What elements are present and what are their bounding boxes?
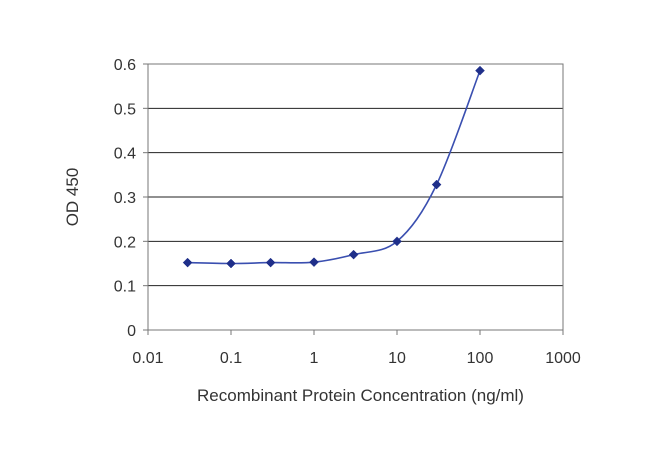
- x-tick-label: 10: [388, 350, 406, 367]
- y-tick-label: 0.6: [114, 57, 136, 74]
- data-point: [226, 258, 236, 269]
- data-point: [475, 65, 485, 76]
- x-tick-label: 0.01: [132, 350, 163, 367]
- data-point: [392, 236, 402, 247]
- series-line: [187, 70, 481, 265]
- x-axis-title: Recombinant Protein Concentration (ng/ml…: [197, 386, 524, 405]
- x-tick-label: 1000: [545, 350, 581, 367]
- axes: 0 0.1 0.2 0.3 0.4 0.5 0.6 0.01 0.1 1 10 100 1000: [114, 57, 581, 367]
- y-axis-title: OD 450: [63, 168, 82, 227]
- x-tick-label: 0.1: [220, 350, 242, 367]
- x-tick-label: 100: [467, 350, 494, 367]
- data-point: [309, 257, 319, 268]
- x-tick-label: 1: [310, 350, 319, 367]
- data-point: [265, 257, 276, 268]
- data-point: [431, 179, 442, 190]
- y-tick-label: 0.5: [114, 101, 136, 118]
- data-point: [182, 257, 193, 268]
- y-tick-label: 0.2: [114, 234, 136, 251]
- y-tick-label: 0.3: [114, 190, 136, 207]
- y-tick-label: 0: [127, 323, 136, 340]
- series: [182, 65, 485, 269]
- data-point: [348, 249, 359, 260]
- y-tick-label: 0.4: [114, 146, 136, 163]
- y-tick-label: 0.1: [114, 279, 136, 296]
